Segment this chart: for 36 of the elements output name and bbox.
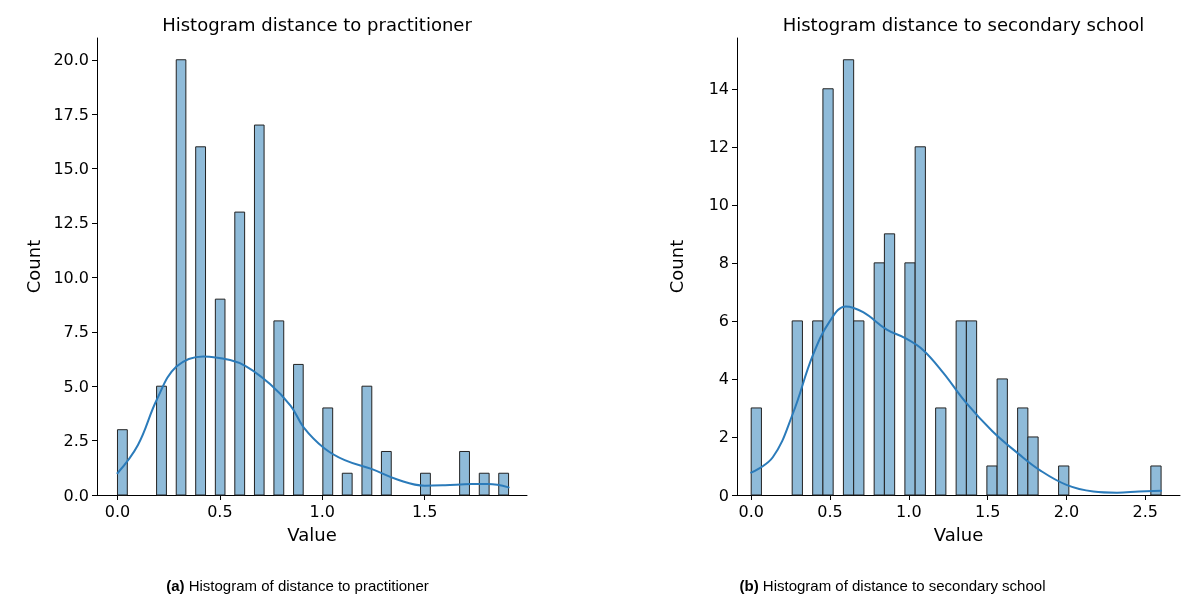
x-tick-label: 1.5 (974, 501, 1001, 521)
chart-title: Histogram distance to practitioner (162, 13, 473, 35)
y-tick-label: 8 (718, 253, 729, 273)
y-tick-label: 0 (718, 485, 729, 505)
y-tick-label: 12 (708, 137, 729, 157)
y-tick-label: 20.0 (53, 50, 89, 70)
x-axis-title: Value (287, 523, 337, 545)
x-tick-label: 2.0 (1053, 501, 1080, 521)
chart-title: Histogram distance to secondary school (782, 13, 1145, 35)
y-tick-label: 6 (718, 311, 729, 331)
x-tick-label: 2.5 (1132, 501, 1159, 521)
x-tick-label: 1.5 (411, 501, 438, 521)
x-tick-label: 0.5 (207, 501, 233, 521)
y-axis-title: Count (22, 239, 44, 294)
y-tick-label: 4 (718, 369, 729, 389)
x-tick-label: 1.0 (896, 501, 922, 521)
x-axis-title: Value (933, 523, 984, 545)
x-tick-label: 1.0 (309, 501, 335, 521)
y-tick-label: 17.5 (53, 104, 89, 124)
line-series (750, 305, 1163, 494)
y-tick-label: 7.5 (63, 322, 89, 342)
y-tick-label: 2 (718, 427, 729, 447)
x-tick-label: 0.0 (104, 501, 131, 521)
y-tick-label: 10.0 (53, 267, 89, 287)
y-tick-label: 2.5 (63, 431, 89, 451)
y-axis-title: Count (665, 239, 687, 294)
x-tick-label: 0.0 (738, 501, 764, 521)
y-tick-label: 0.0 (63, 485, 89, 505)
y-tick-label: 5.0 (63, 376, 89, 396)
y-tick-label: 15.0 (53, 159, 89, 179)
y-tick-label: 10 (708, 195, 729, 215)
text: (b) Histogram of distance to secondary school (739, 577, 1046, 594)
y-tick-label: 12.5 (53, 213, 89, 233)
text: (a) Histogram of distance to practitioner (166, 577, 429, 594)
x-tick-label: 0.5 (817, 501, 843, 521)
y-tick-label: 14 (708, 79, 729, 99)
